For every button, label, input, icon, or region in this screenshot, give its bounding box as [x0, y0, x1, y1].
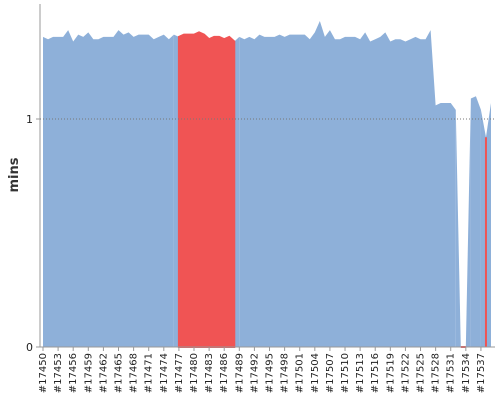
x-tick-label: #17483 [204, 353, 215, 393]
y-axis-label: mins [7, 157, 22, 192]
area-joint [465, 98, 471, 347]
x-tick-label: #17537 [476, 353, 487, 393]
x-tick-label: #17534 [461, 353, 472, 393]
area [470, 96, 481, 347]
x-tick-label: #17456 [68, 353, 79, 393]
x-tick-label: #17477 [174, 353, 185, 393]
area [239, 20, 456, 348]
x-tick-label: #17504 [310, 353, 321, 393]
area-joint [480, 109, 486, 347]
x-tick-label: #17507 [325, 353, 336, 393]
x-tick-label: #17516 [370, 353, 381, 393]
x-tick-label: #17531 [446, 353, 457, 393]
x-tick-label: #17471 [144, 353, 155, 393]
x-tick-label: #17450 [38, 353, 49, 393]
x-tick-label: #17513 [355, 353, 366, 393]
x-tick-label: #17489 [234, 353, 245, 393]
x-tick-label: #17501 [295, 353, 306, 393]
x-tick-label: #17486 [219, 353, 230, 393]
area-joint [455, 109, 461, 347]
y-tick-label: 0 [26, 341, 33, 354]
area [177, 31, 236, 348]
x-tick-label: #17519 [385, 353, 396, 393]
y-tick-label: 1 [26, 113, 33, 126]
x-tick-label: #17528 [431, 353, 442, 393]
area-joint [234, 36, 240, 348]
x-tick-label: #17525 [416, 353, 427, 393]
x-tick-label: #17510 [340, 353, 351, 393]
x-tick-label: #17453 [53, 353, 64, 393]
x-tick-label: #17498 [280, 353, 291, 393]
x-tick-label: #17492 [249, 353, 260, 393]
x-tick-label: #17495 [265, 353, 276, 393]
x-tick-label: #17459 [83, 353, 94, 393]
x-tick-label: #17465 [114, 353, 125, 393]
area-joint [485, 103, 491, 347]
x-tick-label: #17480 [189, 353, 200, 393]
x-tick-label: #17462 [98, 353, 109, 393]
x-tick-label: #17474 [159, 353, 170, 393]
area-joint [173, 34, 179, 347]
area [43, 30, 174, 348]
x-tick-label: #17522 [400, 353, 411, 393]
x-tick-label: #17468 [129, 353, 140, 393]
